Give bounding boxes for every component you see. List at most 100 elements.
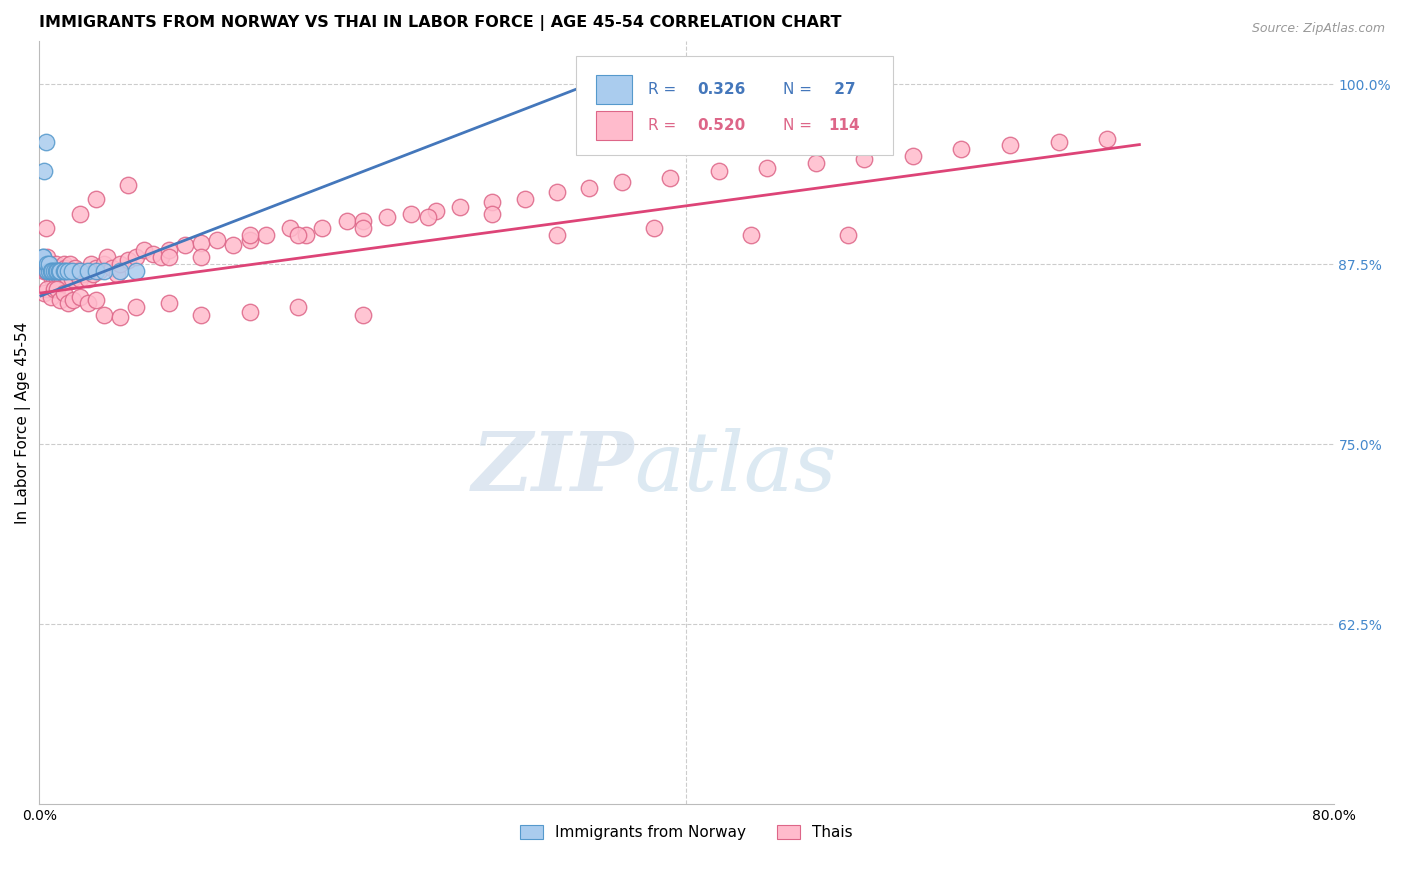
Point [37, 257, 59, 271]
Point [239, 228, 262, 243]
Point [93, 308, 115, 322]
Point [174, 238, 197, 252]
FancyBboxPatch shape [596, 112, 633, 140]
Point [84, 293, 107, 308]
Point [52, 285, 75, 300]
Point [157, 250, 180, 264]
Point [101, 261, 124, 276]
Point [804, 156, 827, 170]
Point [42, 264, 65, 278]
Point [149, 250, 172, 264]
Text: 27: 27 [828, 82, 855, 97]
Text: Source: ZipAtlas.com: Source: ZipAtlas.com [1251, 22, 1385, 36]
Point [295, 228, 318, 243]
Point [853, 152, 876, 166]
Point [49, 264, 72, 278]
Text: 0.520: 0.520 [697, 119, 745, 134]
Legend: Immigrants from Norway, Thais: Immigrants from Norway, Thais [515, 819, 859, 847]
Point [998, 137, 1021, 152]
Point [52, 267, 75, 281]
Point [32, 264, 55, 278]
Point [950, 142, 973, 156]
Point [84, 192, 107, 206]
Point [901, 149, 924, 163]
Point [58, 296, 80, 310]
Point [578, 181, 600, 195]
Point [254, 228, 277, 243]
Y-axis label: In Labor Force | Age 45-54: In Labor Force | Age 45-54 [15, 321, 31, 524]
Text: R =: R = [648, 82, 681, 97]
Point [610, 175, 633, 189]
Point [82, 267, 104, 281]
Text: atlas: atlas [634, 428, 837, 508]
Point [352, 308, 374, 322]
Point [93, 257, 115, 271]
Point [1047, 135, 1070, 149]
Point [546, 228, 568, 243]
Point [39, 290, 62, 304]
Point [31, 250, 53, 264]
Point [110, 264, 132, 278]
Point [67, 264, 90, 278]
Point [481, 207, 503, 221]
Point [60, 271, 83, 285]
Point [84, 261, 107, 276]
Text: N =: N = [783, 82, 817, 97]
Point [105, 267, 128, 281]
Point [37, 250, 59, 264]
Point [35, 221, 58, 235]
Point [53, 264, 76, 278]
Point [51, 271, 73, 285]
Point [52, 257, 75, 271]
Point [58, 264, 80, 278]
Point [41, 271, 63, 285]
Point [60, 264, 83, 278]
Point [73, 264, 96, 278]
Point [41, 264, 63, 278]
Point [125, 301, 148, 315]
Point [44, 264, 66, 278]
Point [72, 267, 94, 281]
Point [32, 163, 55, 178]
Point [35, 264, 58, 278]
Point [117, 178, 139, 192]
Point [76, 296, 98, 310]
Point [707, 163, 730, 178]
Point [38, 264, 60, 278]
Point [93, 264, 115, 278]
Point [578, 77, 600, 91]
Point [44, 264, 66, 278]
Point [69, 271, 91, 285]
Point [239, 304, 262, 318]
Point [190, 235, 212, 250]
Text: N =: N = [783, 119, 817, 134]
Point [546, 185, 568, 199]
Point [48, 264, 70, 278]
Point [134, 243, 156, 257]
Point [352, 214, 374, 228]
Point [837, 228, 859, 243]
Point [222, 238, 245, 252]
FancyBboxPatch shape [596, 75, 633, 103]
Point [58, 271, 80, 285]
FancyBboxPatch shape [576, 56, 893, 155]
Point [35, 135, 58, 149]
Point [311, 221, 333, 235]
Point [32, 285, 55, 300]
Point [157, 243, 180, 257]
Point [46, 282, 69, 296]
Point [449, 200, 471, 214]
Text: ZIP: ZIP [472, 428, 634, 508]
Point [481, 195, 503, 210]
Point [46, 267, 69, 281]
Point [42, 271, 65, 285]
Point [89, 264, 111, 278]
Point [756, 161, 779, 175]
Point [46, 271, 69, 285]
Point [59, 257, 82, 271]
Point [190, 308, 212, 322]
Point [287, 301, 309, 315]
Point [39, 264, 62, 278]
Point [401, 207, 423, 221]
Point [76, 264, 98, 278]
